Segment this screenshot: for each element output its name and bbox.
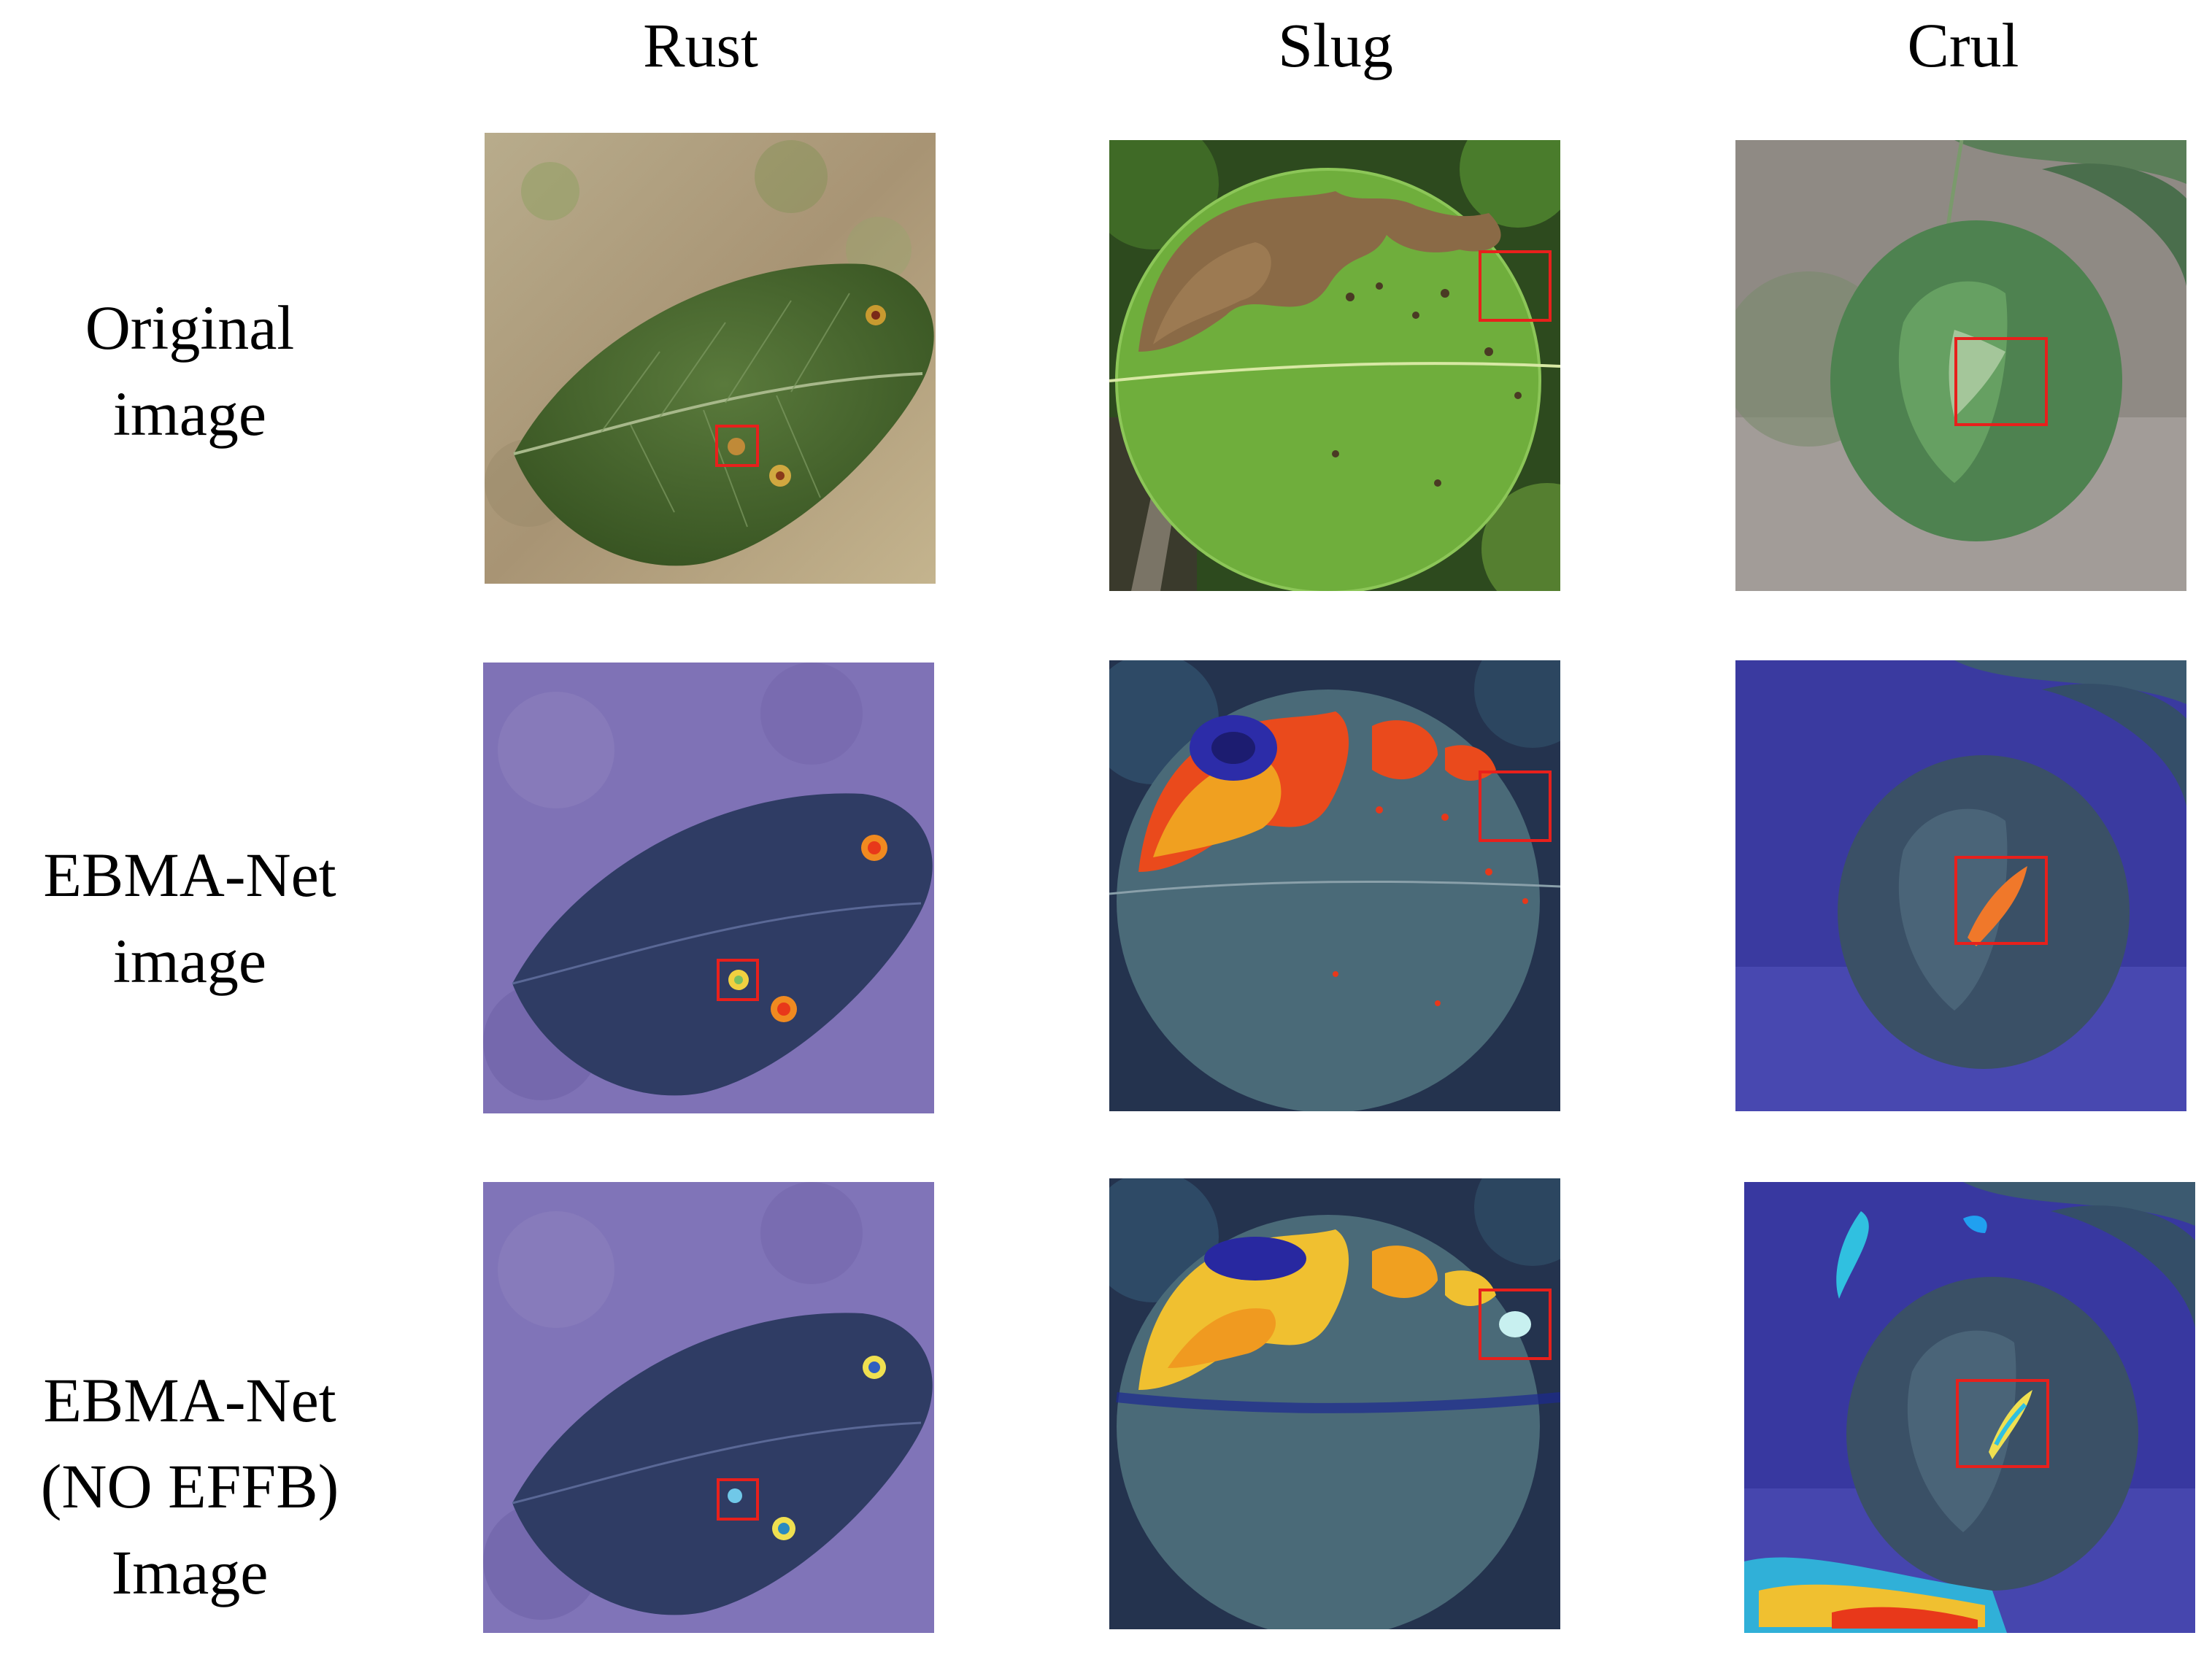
row-label-noeffb-line1: EBMA-Net — [43, 1365, 336, 1435]
row-label-original: Original image — [0, 285, 379, 457]
rust-ebma-heatmap — [483, 663, 934, 1113]
rust-noeffb-heatmap — [483, 1182, 934, 1633]
rust-original-photo — [485, 133, 936, 584]
slug-ebma-heatmap — [1109, 660, 1560, 1111]
row-label-original-line1: Original — [85, 293, 295, 363]
crul-ebma-heatmap — [1735, 660, 2186, 1111]
slug-noeffb-heatmap — [1109, 1178, 1560, 1629]
column-title-rust: Rust — [643, 10, 758, 80]
row-label-ebma-line1: EBMA-Net — [43, 840, 336, 910]
column-title-slug: Slug — [1278, 10, 1393, 80]
column-title-crul: Crul — [1907, 10, 2019, 80]
crul-noeffb-heatmap — [1744, 1182, 2195, 1633]
row-label-noeffb-line3: Image — [111, 1537, 269, 1607]
row-label-noeffb-line2: (NO EFFB) — [40, 1451, 339, 1521]
row-label-ebma: EBMA-Net image — [0, 832, 379, 1004]
slug-original-photo — [1109, 140, 1560, 591]
row-label-original-line2: image — [112, 379, 267, 449]
row-label-noeffb: EBMA-Net (NO EFFB) Image — [0, 1357, 379, 1615]
row-label-ebma-line2: image — [112, 926, 267, 996]
crul-original-photo — [1735, 140, 2186, 591]
